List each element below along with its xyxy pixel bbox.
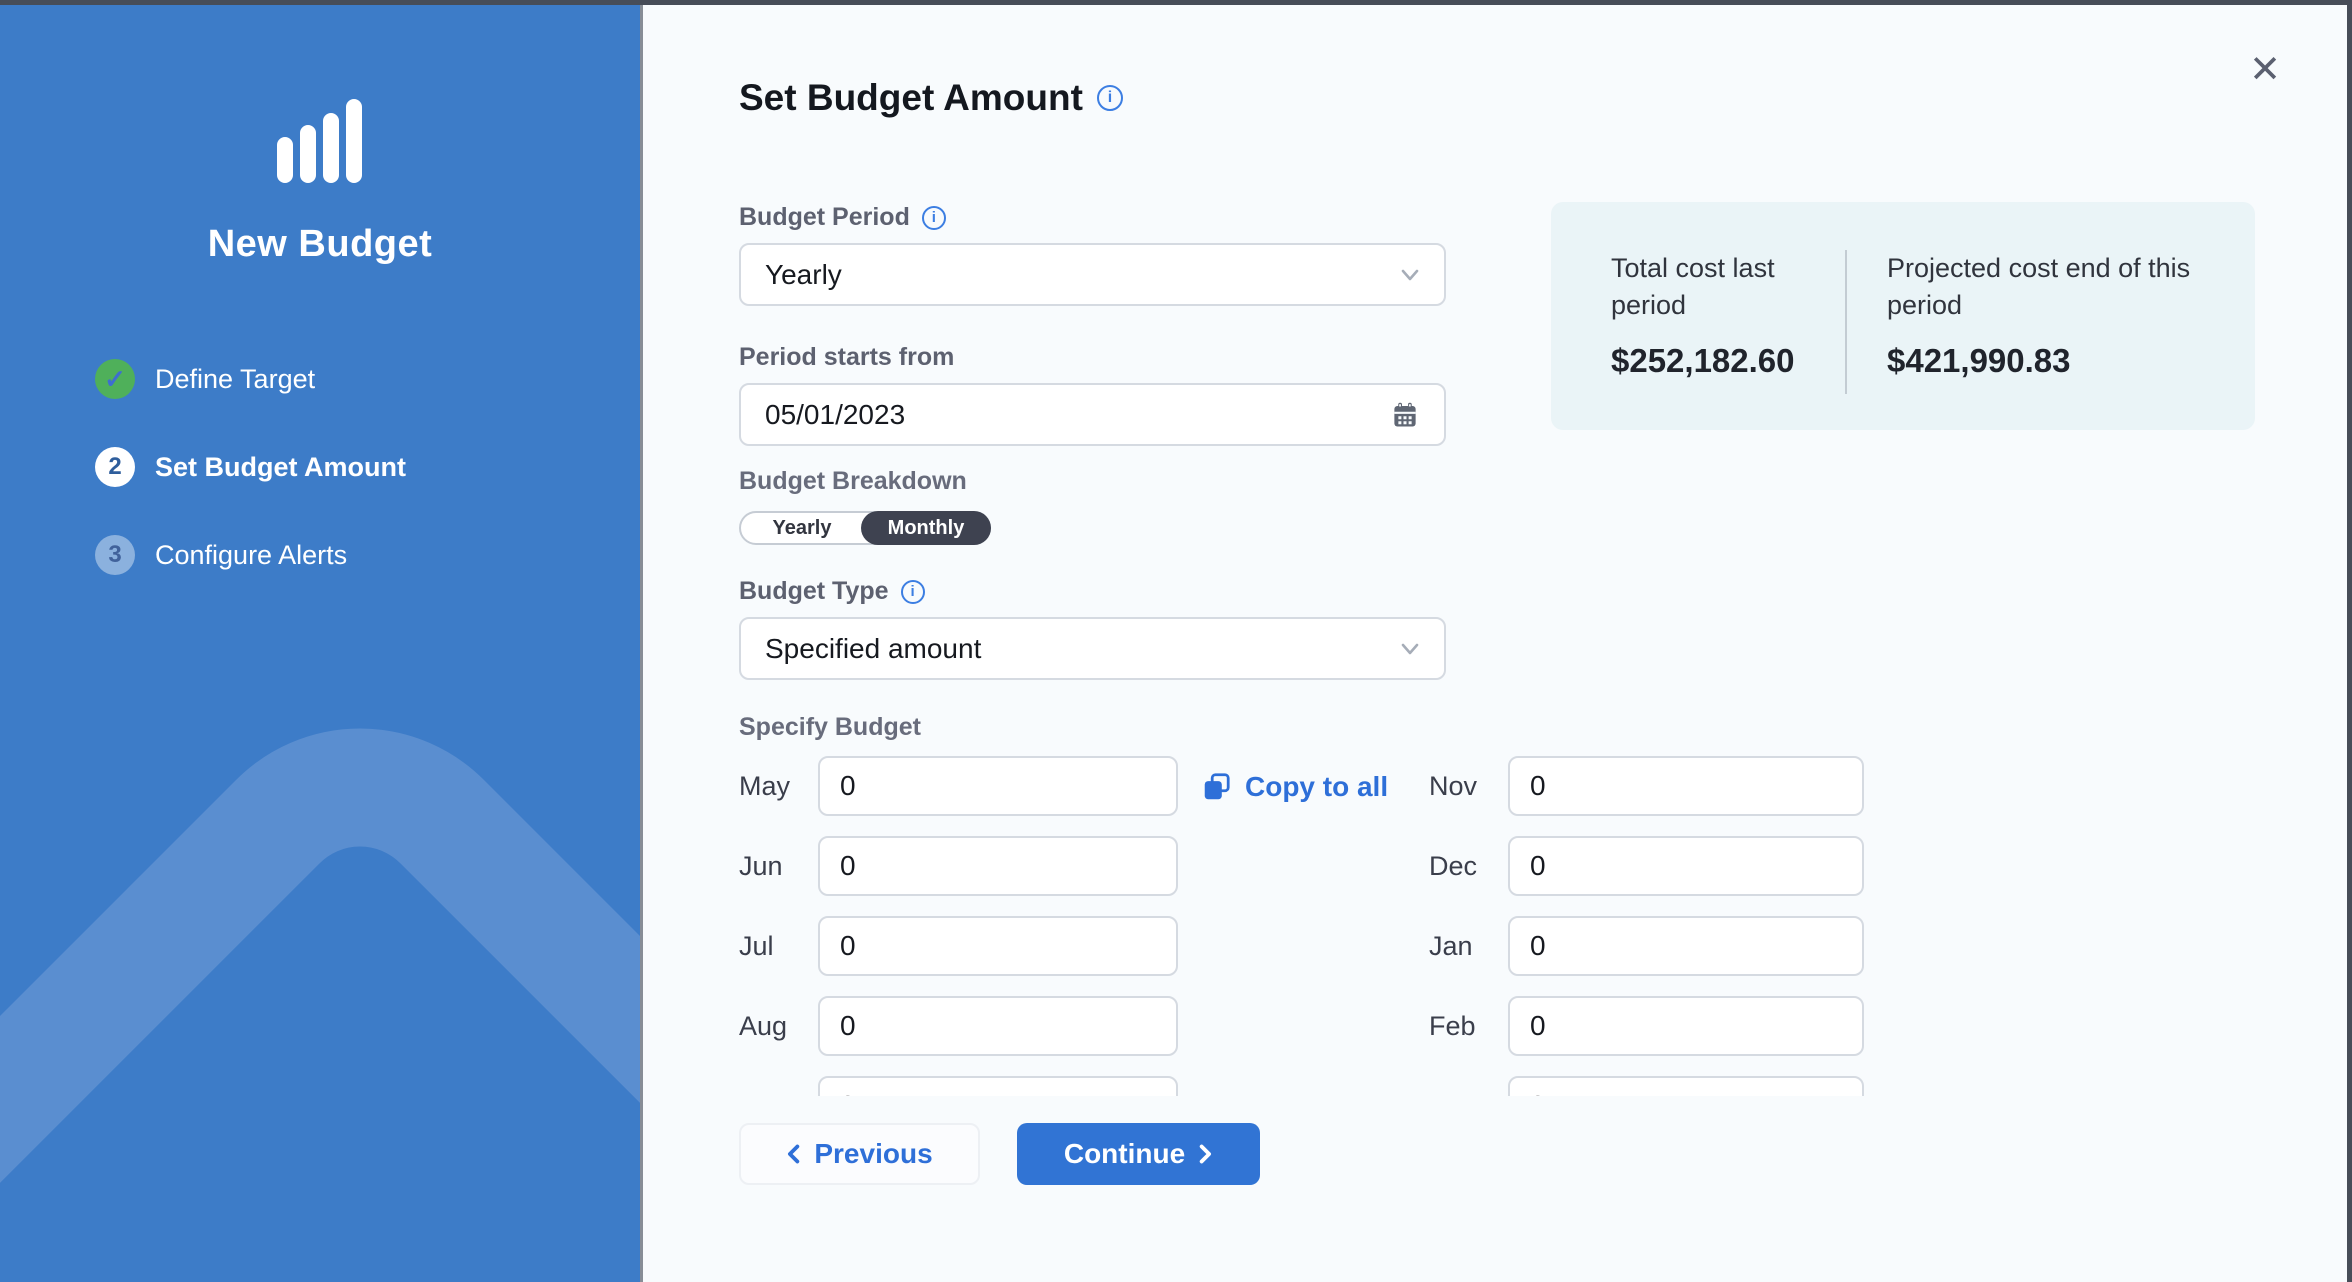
budget-period-label: Budget Period i (739, 203, 946, 232)
month-amount-input[interactable] (1508, 836, 1864, 896)
summary-divider (1845, 250, 1847, 394)
specify-budget-label: Specify Budget (739, 713, 921, 741)
month-row: May (739, 756, 1179, 816)
month-row: Jul (739, 916, 1179, 976)
month-amount-input[interactable] (818, 756, 1178, 816)
month-label: Aug (739, 1011, 788, 1041)
copy-to-all-button[interactable]: Copy to all (1201, 764, 1388, 810)
month-row: Nov (1429, 756, 1865, 816)
copy-icon (1204, 773, 1230, 800)
wizard-sidebar: New Budget ✓ Define Target 2 Set Budget … (0, 5, 643, 1282)
month-row: Jun (739, 836, 1179, 896)
month-amount-input[interactable] (1508, 756, 1864, 816)
bar-chart-icon (277, 99, 362, 183)
month-row: Sep (739, 1076, 1179, 1096)
month-row: Mar (1429, 1076, 1865, 1096)
budget-period-select[interactable]: Yearly (739, 243, 1446, 306)
step-label: Define Target (155, 363, 316, 394)
chevron-down-icon (1401, 643, 1419, 654)
month-label: Jan (1429, 931, 1473, 961)
month-amount-input[interactable] (1508, 996, 1864, 1056)
toggle-option-monthly[interactable]: Monthly (861, 511, 991, 545)
specify-budget-grid: May Jun Jul Aug Sep Nov (739, 756, 1899, 1096)
window-top-edge (0, 0, 2352, 5)
month-label: May (739, 771, 791, 801)
month-amount-input[interactable] (818, 1076, 1178, 1096)
window-right-edge (2347, 0, 2352, 1282)
month-label: Dec (1429, 851, 1478, 881)
info-icon[interactable]: i (921, 205, 946, 230)
budget-period-value: Yearly (765, 258, 842, 290)
calendar-icon[interactable] (1390, 400, 1420, 430)
month-row: Dec (1429, 836, 1865, 896)
month-label: Jun (739, 851, 783, 881)
month-label: Feb (1429, 1011, 1476, 1041)
cost-summary-card: Total cost last period $252,182.60 Proje… (1551, 202, 2255, 430)
step-define-target[interactable]: ✓ Define Target (95, 357, 406, 401)
step-label: Configure Alerts (155, 539, 348, 570)
month-label: Jul (739, 931, 774, 961)
continue-button[interactable]: Continue (1017, 1123, 1260, 1185)
budget-breakdown-toggle: Yearly Monthly (739, 511, 991, 545)
step-configure-alerts[interactable]: 3 Configure Alerts (95, 533, 406, 577)
summary-label: Total cost last period (1611, 253, 1775, 320)
month-row: Feb (1429, 996, 1865, 1056)
projected-cost-end-period: Projected cost end of this period $421,9… (1887, 250, 2232, 380)
wizard-footer: Previous Continue (739, 1123, 1260, 1185)
check-icon: ✓ (95, 359, 135, 399)
summary-value: $252,182.60 (1611, 342, 1795, 379)
copy-to-all-label: Copy to all (1245, 771, 1389, 802)
total-cost-last-period: Total cost last period $252,182.60 (1611, 250, 1841, 380)
month-row: Aug (739, 996, 1179, 1056)
month-label: Mar (1429, 1076, 1476, 1096)
previous-button[interactable]: Previous (739, 1123, 980, 1185)
close-icon[interactable]: ✕ (2242, 47, 2288, 93)
chevron-right-icon (1199, 1144, 1212, 1164)
month-amount-input[interactable] (1508, 1076, 1864, 1096)
wizard-title: New Budget (207, 223, 433, 265)
toggle-option-yearly[interactable]: Yearly (772, 516, 832, 539)
period-starts-label: Period starts from (739, 343, 955, 371)
month-row: Jan (1429, 916, 1865, 976)
month-amount-input[interactable] (818, 916, 1178, 976)
chevron-left-icon (788, 1144, 800, 1164)
step-number-badge: 2 (95, 447, 135, 487)
month-amount-input[interactable] (818, 996, 1178, 1056)
budget-type-value: Specified amount (765, 632, 982, 664)
step-set-budget-amount[interactable]: 2 Set Budget Amount (95, 445, 406, 489)
budget-type-label: Budget Type i (739, 577, 925, 606)
summary-label: Projected cost end of this period (1887, 253, 2191, 320)
info-icon[interactable]: i (1096, 85, 1123, 111)
wizard-steps: ✓ Define Target 2 Set Budget Amount 3 Co… (95, 357, 406, 621)
chevron-down-icon (1401, 269, 1419, 280)
budget-type-select[interactable]: Specified amount (739, 617, 1446, 680)
set-budget-amount-panel: ✕ Set Budget Amount i Total cost last pe… (646, 5, 2347, 1282)
info-icon[interactable]: i (900, 579, 925, 604)
month-label: Nov (1429, 771, 1478, 801)
summary-value: $421,990.83 (1887, 342, 2071, 379)
month-amount-input[interactable] (1508, 916, 1864, 976)
budget-breakdown-label: Budget Breakdown (739, 467, 967, 495)
month-label: Sep (739, 1076, 787, 1096)
period-starts-field (739, 383, 1446, 446)
step-label: Set Budget Amount (155, 451, 406, 482)
step-number-badge: 3 (95, 535, 135, 575)
month-amount-input[interactable] (818, 836, 1178, 896)
period-starts-input[interactable] (765, 398, 1390, 431)
page-title: Set Budget Amount (739, 77, 1083, 118)
page-title-row: Set Budget Amount i (739, 77, 1123, 119)
